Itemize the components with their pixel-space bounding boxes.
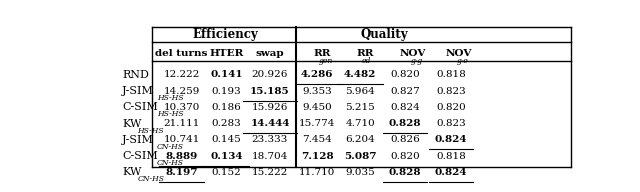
- Text: 15.222: 15.222: [252, 168, 288, 177]
- Text: 6.204: 6.204: [346, 135, 375, 144]
- Text: 7.128: 7.128: [301, 152, 333, 161]
- Text: RND: RND: [122, 70, 149, 80]
- Text: 5.964: 5.964: [346, 87, 375, 96]
- Text: Efficiency: Efficiency: [193, 28, 259, 41]
- Text: 12.222: 12.222: [163, 70, 200, 79]
- Text: 9.450: 9.450: [302, 103, 332, 112]
- Text: 0.152: 0.152: [211, 168, 241, 177]
- Text: 5.215: 5.215: [346, 103, 375, 112]
- Text: 23.333: 23.333: [252, 135, 288, 144]
- Text: RR: RR: [356, 49, 374, 58]
- Text: J-SIM: J-SIM: [122, 86, 154, 96]
- Text: 11.710: 11.710: [299, 168, 335, 177]
- Text: 0.186: 0.186: [211, 103, 241, 112]
- Text: 4.286: 4.286: [301, 70, 333, 79]
- Text: ed: ed: [362, 57, 371, 65]
- Text: 18.704: 18.704: [252, 152, 288, 161]
- Text: HS-HS: HS-HS: [157, 110, 184, 118]
- Text: 4.710: 4.710: [346, 119, 375, 128]
- Text: 8.889: 8.889: [166, 152, 198, 161]
- Text: 0.824: 0.824: [435, 135, 467, 144]
- Text: 8.197: 8.197: [165, 168, 198, 177]
- Text: 20.926: 20.926: [252, 70, 288, 79]
- Text: 0.828: 0.828: [388, 168, 421, 177]
- Text: 0.193: 0.193: [211, 87, 241, 96]
- Text: 14.444: 14.444: [250, 119, 290, 128]
- Text: KW: KW: [122, 119, 141, 129]
- Text: C-SIM: C-SIM: [122, 151, 158, 161]
- Text: 10.741: 10.741: [163, 135, 200, 144]
- Text: 10.370: 10.370: [163, 103, 200, 112]
- Text: 0.826: 0.826: [390, 135, 420, 144]
- Text: 9.353: 9.353: [302, 87, 332, 96]
- Text: 0.818: 0.818: [436, 152, 466, 161]
- Text: 0.823: 0.823: [436, 87, 466, 96]
- Text: 0.823: 0.823: [436, 119, 466, 128]
- Text: 0.818: 0.818: [436, 70, 466, 79]
- Text: NOV: NOV: [446, 49, 472, 58]
- Text: C-SIM: C-SIM: [122, 102, 158, 112]
- Text: 15.185: 15.185: [250, 87, 290, 96]
- Text: 0.820: 0.820: [390, 70, 420, 79]
- Text: g·g: g·g: [411, 57, 423, 65]
- Text: 0.134: 0.134: [210, 152, 243, 161]
- Text: 4.482: 4.482: [344, 70, 376, 79]
- Text: CN-HS: CN-HS: [157, 143, 184, 151]
- Text: NOV: NOV: [400, 49, 426, 58]
- Text: 0.824: 0.824: [435, 168, 467, 177]
- Text: g·e: g·e: [457, 57, 468, 65]
- Text: 21.111: 21.111: [163, 119, 200, 128]
- Text: 0.283: 0.283: [211, 119, 241, 128]
- Text: Quality: Quality: [360, 28, 408, 41]
- Text: HS-HS: HS-HS: [138, 127, 164, 135]
- Text: 9.035: 9.035: [346, 168, 375, 177]
- Text: 0.824: 0.824: [390, 103, 420, 112]
- Text: 0.820: 0.820: [436, 103, 466, 112]
- Text: HS-HS: HS-HS: [157, 94, 184, 102]
- Text: swap: swap: [255, 49, 284, 58]
- Text: KW: KW: [122, 167, 141, 177]
- Text: CN-HS: CN-HS: [138, 175, 164, 183]
- Text: HTER: HTER: [209, 49, 243, 58]
- Text: RR: RR: [313, 49, 331, 58]
- Text: 0.145: 0.145: [211, 135, 241, 144]
- Text: 0.141: 0.141: [210, 70, 243, 79]
- Text: 15.926: 15.926: [252, 103, 288, 112]
- Text: CN-HS: CN-HS: [157, 159, 184, 167]
- Text: 0.820: 0.820: [390, 152, 420, 161]
- Text: del turns: del turns: [156, 49, 208, 58]
- Text: 0.827: 0.827: [390, 87, 420, 96]
- Text: 5.087: 5.087: [344, 152, 376, 161]
- Text: 14.259: 14.259: [163, 87, 200, 96]
- Text: 7.454: 7.454: [302, 135, 332, 144]
- Text: 0.828: 0.828: [388, 119, 421, 128]
- Text: 15.774: 15.774: [299, 119, 335, 128]
- Text: gen: gen: [319, 57, 333, 65]
- Text: J-SIM: J-SIM: [122, 135, 154, 145]
